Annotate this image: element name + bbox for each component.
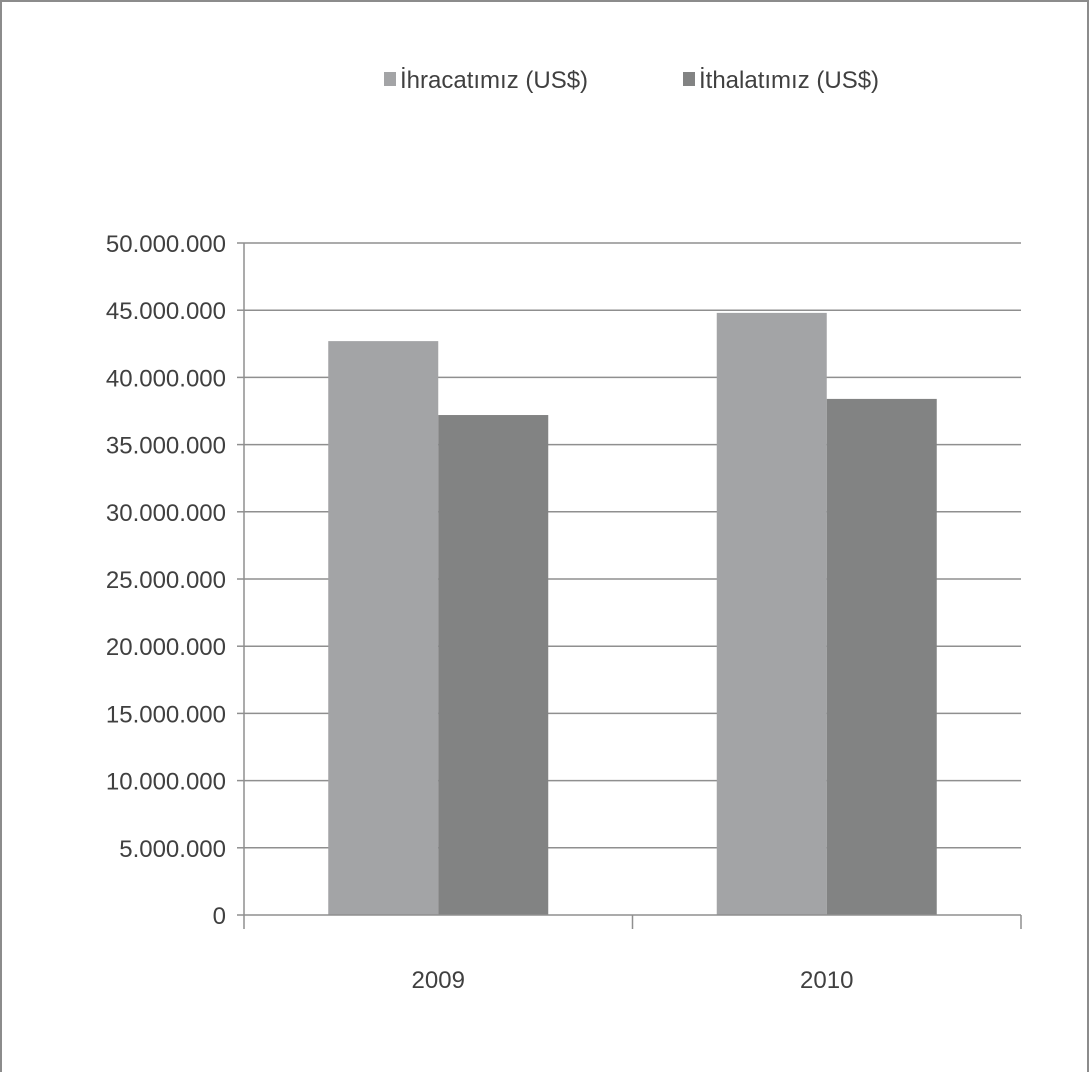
y-tick-label: 20.000.000 — [106, 634, 226, 661]
bar-export-2010 — [716, 312, 827, 915]
legend-label: İthalatımız (US$) — [699, 67, 879, 94]
bar-export-2009 — [328, 341, 439, 915]
bar-import-2010 — [826, 398, 937, 915]
y-tick-label: 30.000.000 — [106, 500, 226, 527]
legend-swatch — [384, 72, 396, 86]
x-tick-label: 2010 — [800, 967, 853, 994]
y-axis-ticks: 0 5.000.000 10.000.000 15.000.000 20.000.000… — [106, 231, 244, 930]
y-tick-label: 35.000.000 — [106, 433, 226, 460]
legend-label: İhracatımız (US$) — [400, 67, 588, 94]
y-tick-label: 15.000.000 — [106, 701, 226, 728]
y-tick-label: 40.000.000 — [106, 365, 226, 392]
x-tick-label: 2009 — [412, 967, 465, 994]
bar-import-2009 — [438, 415, 549, 915]
y-tick-label: 5.000.000 — [119, 836, 226, 863]
legend-swatch — [683, 72, 695, 86]
y-tick-label: 10.000.000 — [106, 769, 226, 796]
bars — [328, 312, 937, 915]
y-tick-label: 25.000.000 — [106, 567, 226, 594]
y-tick-label: 0 — [213, 903, 226, 930]
y-tick-label: 50.000.000 — [106, 231, 226, 258]
x-axis-ticks: 2009 2010 — [243, 915, 1022, 994]
y-tick-label: 45.000.000 — [106, 298, 226, 325]
legend: İhracatımız (US$) İthalatımız (US$) — [384, 67, 879, 94]
